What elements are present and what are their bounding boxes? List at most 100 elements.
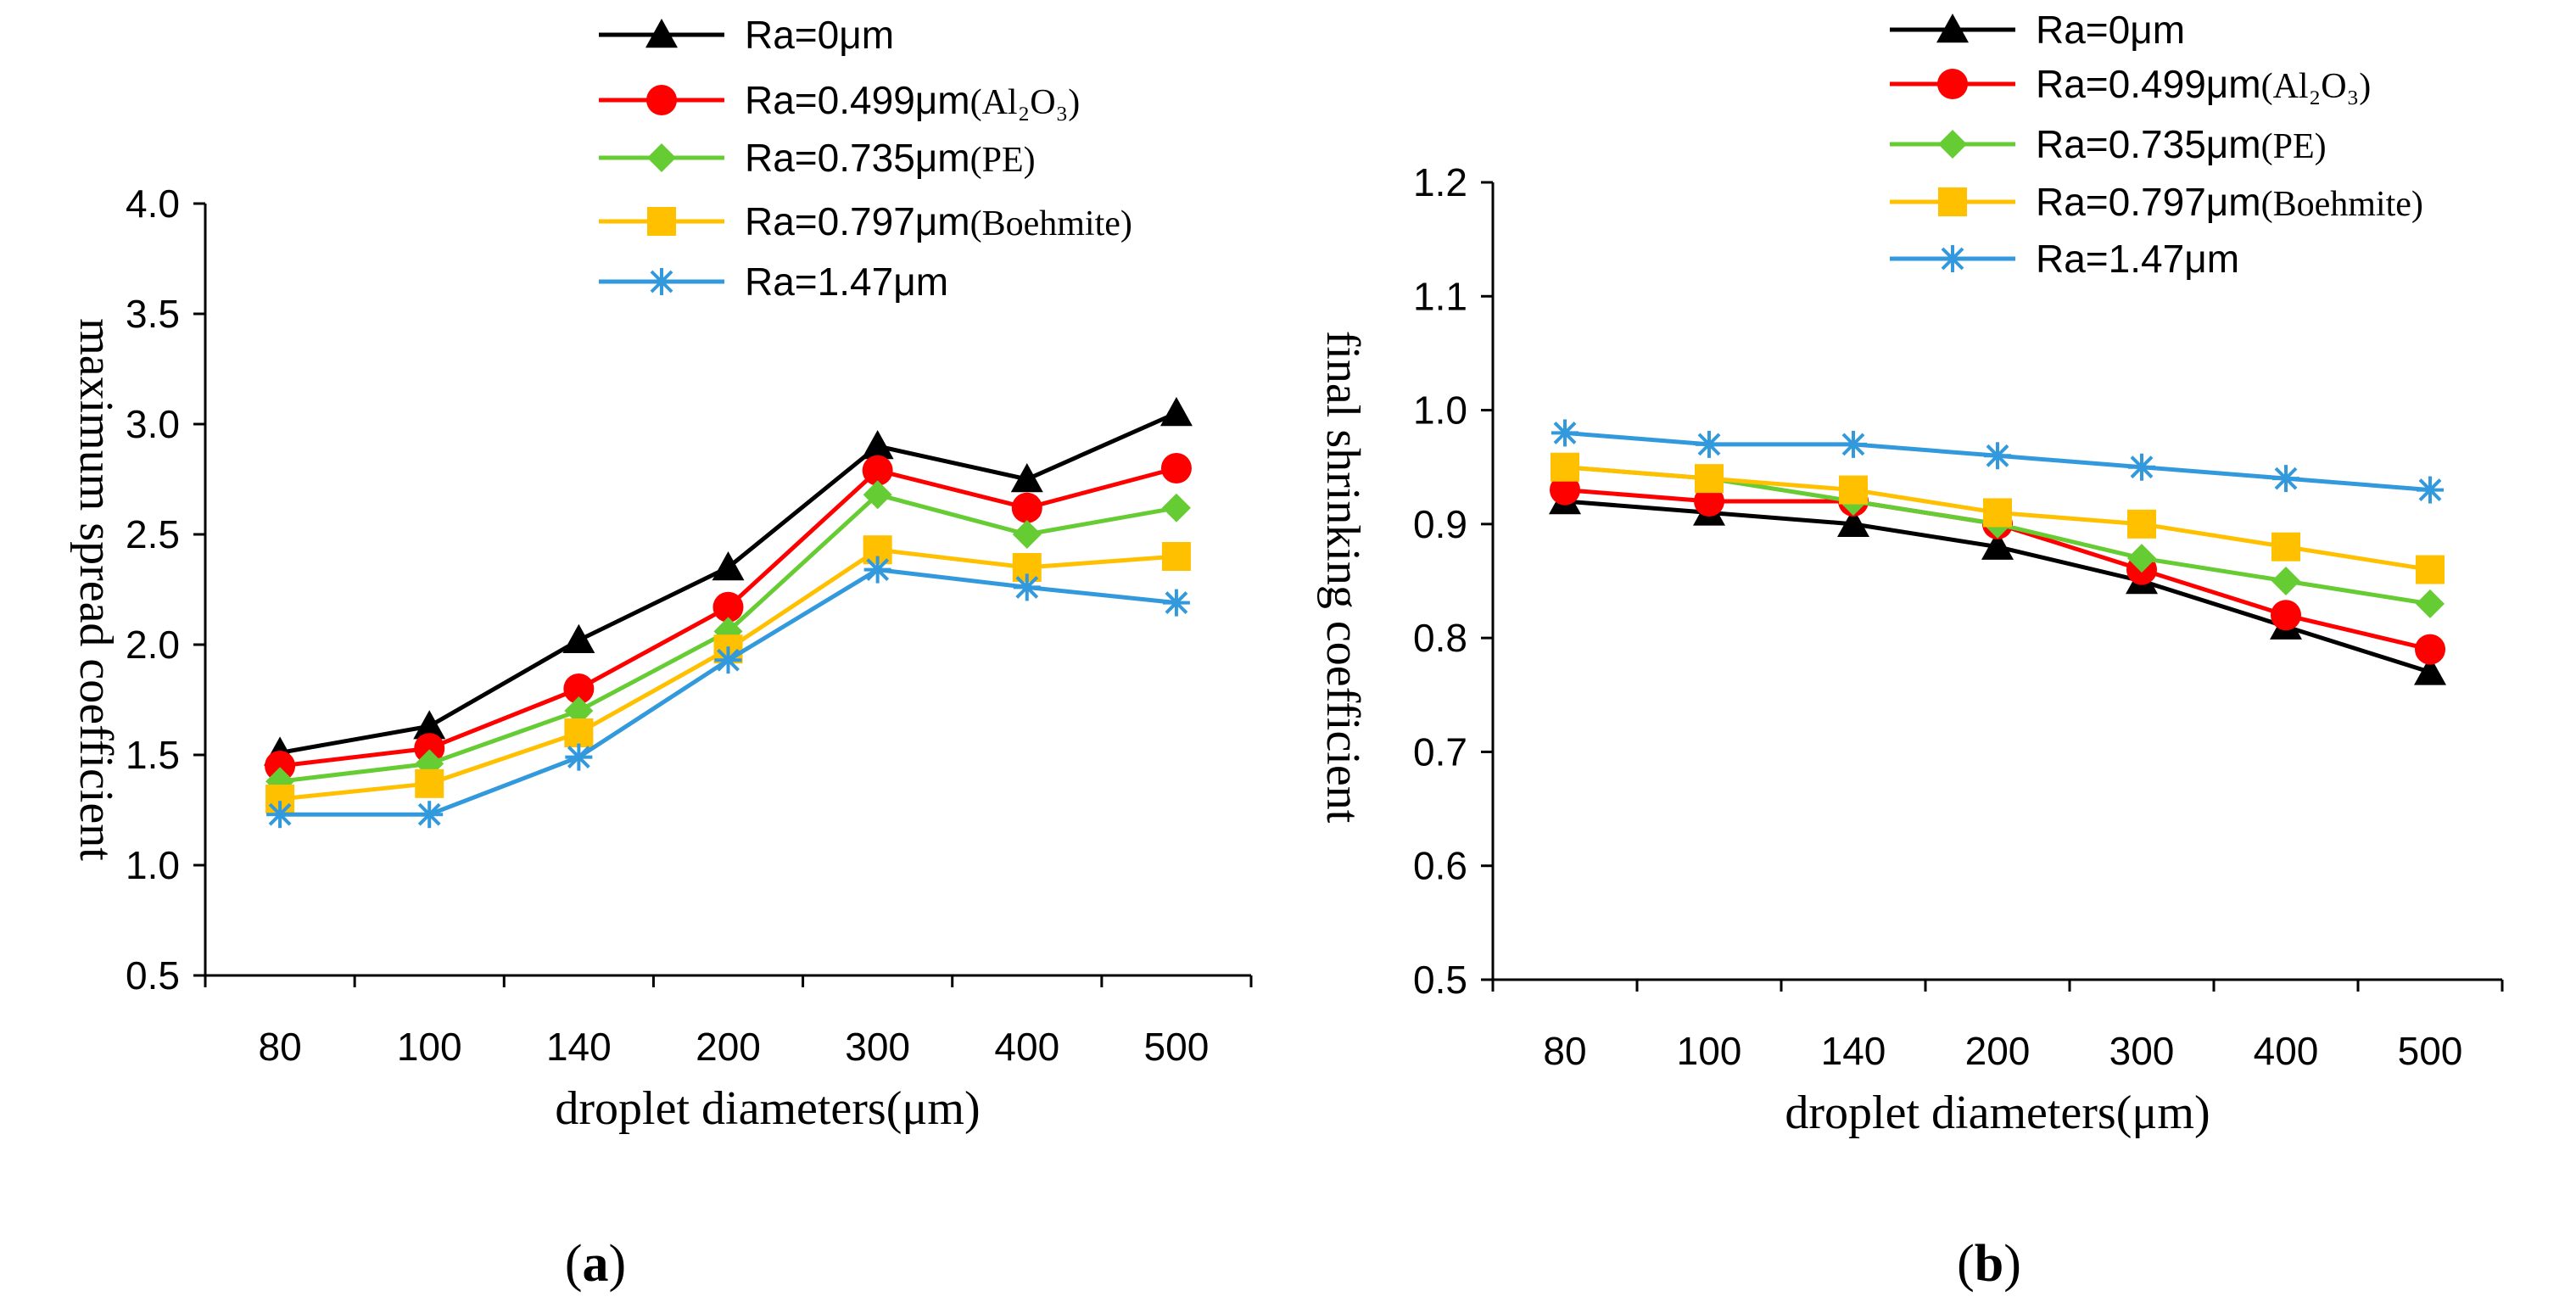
panel-a-series-0-point [861, 430, 894, 460]
legend-text-b-2: Ra=0.735μm(PE) [2036, 122, 2327, 166]
panel-a-series-4-point [416, 801, 444, 829]
panel-a-series-0-point [1159, 397, 1193, 427]
panel-a-series-4-point [1013, 573, 1041, 601]
panel-b-series-2-point [2416, 589, 2445, 618]
legend-note-a-1: (Al₂O₃) [970, 83, 1081, 122]
panel-a-legend: Ra=0μm Ra=0.499μm(Al₂O₃) Ra=0.735μm(PE) [599, 13, 1132, 304]
panel-a-caption: (a) [565, 1235, 626, 1293]
legend-marker-b-1 [1937, 69, 1968, 99]
legend-label-b-0: Ra=0μm [2036, 8, 2185, 52]
legend-marker-b-2-glyph [1938, 130, 1967, 159]
legend-text-b-1: Ra=0.499μm(Al₂O₃) [2036, 62, 2371, 106]
panel-b-y-tick-label: 1.1 [1413, 274, 1467, 318]
panel-a-series-1-point [265, 751, 296, 781]
panel-a-series-2-point [863, 480, 892, 510]
panel-a-x-tick-label: 500 [1144, 1025, 1210, 1069]
legend-note-b-2: (PE) [2261, 127, 2327, 166]
panel-a-y-tick-label: 2.0 [126, 623, 180, 667]
legend-marker-b-1-glyph [1937, 69, 1968, 99]
legend-marker-a-4 [648, 268, 675, 295]
panel-b-x-tick-label: 400 [2254, 1029, 2319, 1073]
legend-marker-b-3-glyph [1938, 187, 1967, 216]
panel-b-series-4-point [2128, 453, 2155, 481]
panel-b-x-tick-label: 140 [1821, 1029, 1886, 1073]
legend-marker-a-2-glyph [647, 143, 676, 172]
legend-marker-a-0-glyph [645, 19, 678, 48]
panel-b-x-tick-label: 300 [2109, 1029, 2175, 1073]
panel-a-series-1-point [862, 455, 893, 486]
legend-note-b-1: (Al₂O₃) [2261, 67, 2372, 106]
legend-item-a-1: Ra=0.499μm(Al₂O₃) [599, 78, 1080, 122]
legend-text-a-2: Ra=0.735μm(PE) [745, 136, 1036, 180]
panel-b-x-tick-label: 200 [1965, 1029, 2031, 1073]
panel-a-series-1 [265, 453, 1192, 781]
panel-a-series-1-point [414, 733, 445, 764]
legend-marker-b-0-glyph [1936, 14, 1969, 43]
panel-b-series-1-point [1694, 486, 1724, 517]
panel-a-x-tick-label: 100 [397, 1025, 462, 1069]
legend-marker-b-4-glyph [1939, 245, 1966, 272]
legend-marker-a-0 [645, 19, 678, 48]
legend-item-b-1: Ra=0.499μm(Al₂O₃) [1890, 62, 2371, 106]
legend-marker-a-4-glyph [648, 268, 675, 295]
panel-b-y-tick-label: 0.6 [1413, 844, 1467, 888]
panel-b-y-tick-label: 0.9 [1413, 502, 1467, 546]
panel-a-y-tick-label: 4.0 [126, 182, 180, 226]
legend-marker-b-0 [1936, 14, 1969, 43]
panel-b-series-4-point [1840, 430, 1867, 458]
legend-label-b-2: Ra=0.735μm [2036, 122, 2261, 166]
legend-text-b-3: Ra=0.797μm(Boehmite) [2036, 180, 2423, 224]
panel-a-series-3-point [564, 718, 594, 747]
panel-a-series-0-line [279, 411, 1177, 755]
panel-a-series-4 [266, 556, 1190, 829]
panel-b-plot-area [1549, 419, 2446, 685]
panel-a-series-4-point [1162, 589, 1190, 617]
legend-marker-b-4 [1939, 245, 1966, 272]
panel-b-y-tick-label: 0.7 [1413, 729, 1467, 774]
panel-b-x-axis-title: droplet diameters(μm) [1785, 1087, 2210, 1139]
panel-b-series-3 [1551, 452, 2445, 584]
panel-b-y-tick-label: 1.0 [1413, 388, 1467, 433]
panel-b-series-3-point [2416, 555, 2445, 584]
panel-b: Ra=0μm Ra=0.499μm(Al₂O₃) Ra=0.735μm(PE) [1316, 8, 2504, 1293]
panel-a-series-4-point [714, 646, 742, 674]
panel-b-series-1-point [2415, 634, 2445, 665]
panel-a-x-tick-label: 200 [696, 1025, 761, 1069]
panel-a-y-tick-label: 0.5 [126, 953, 180, 997]
panel-b-x-tick-label: 500 [2398, 1029, 2463, 1073]
panel-a-y-tick-label: 2.5 [126, 512, 180, 556]
panel-a-y-tick-label: 1.5 [126, 733, 180, 777]
panel-b-series-4-point [1551, 419, 1579, 447]
panel-a: Ra=0μm Ra=0.499μm(Al₂O₃) Ra=0.735μm(PE) [70, 13, 1253, 1293]
legend-item-a-4: Ra=1.47μm [599, 260, 948, 304]
panel-b-series-3-point [1839, 475, 1868, 505]
panel-a-series-0-point [712, 551, 745, 581]
panel-b-series-4 [1551, 419, 2444, 504]
panel-a-series-0-point [1010, 463, 1043, 493]
panel-a-series-0 [264, 397, 1193, 766]
panel-a-y-axis-title: maximum spread coefficient [70, 318, 122, 861]
panel-b-series-4-point [1696, 430, 1723, 458]
panel-b-series-2-point [2271, 567, 2300, 595]
panel-a-series-3-point [415, 768, 444, 798]
panel-b-label: b [1975, 1235, 2003, 1293]
panel-a-y-tick-label: 3.5 [126, 292, 180, 336]
panel-b-y-tick-label: 1.2 [1413, 160, 1467, 204]
legend-note-b-3: (Boehmite) [2261, 185, 2423, 224]
legend-label-a-3: Ra=0.797μm [745, 199, 970, 243]
panel-b-series-3-point [2271, 532, 2300, 562]
legend-item-a-2: Ra=0.735μm(PE) [599, 136, 1036, 180]
panel-a-y-tick-label: 3.0 [126, 402, 180, 446]
panel-b-x-ticks: 80 100 140 200 300 400 500 [1491, 980, 2504, 1073]
panel-b-series-4-point [1984, 442, 2011, 470]
panel-b-series-3-point [1983, 498, 2012, 528]
panel-a-x-tick-label: 140 [546, 1025, 612, 1069]
legend-item-b-3: Ra=0.797μm(Boehmite) [1890, 180, 2423, 224]
legend-marker-b-3 [1938, 187, 1967, 216]
panel-a-series-2-point [564, 696, 594, 725]
legend-item-b-0: Ra=0μm [1890, 8, 2185, 52]
legend-label-b-1: Ra=0.499μm [2036, 62, 2261, 106]
panel-a-y-tick-label: 1.0 [126, 843, 180, 887]
panel-a-x-axis-title: droplet diameters(μm) [555, 1082, 980, 1135]
panel-a-axes: 0.5 1.0 1.5 2.0 2.5 3.0 3.5 4.0 80 100 140 200 300 4… [126, 182, 1253, 1069]
